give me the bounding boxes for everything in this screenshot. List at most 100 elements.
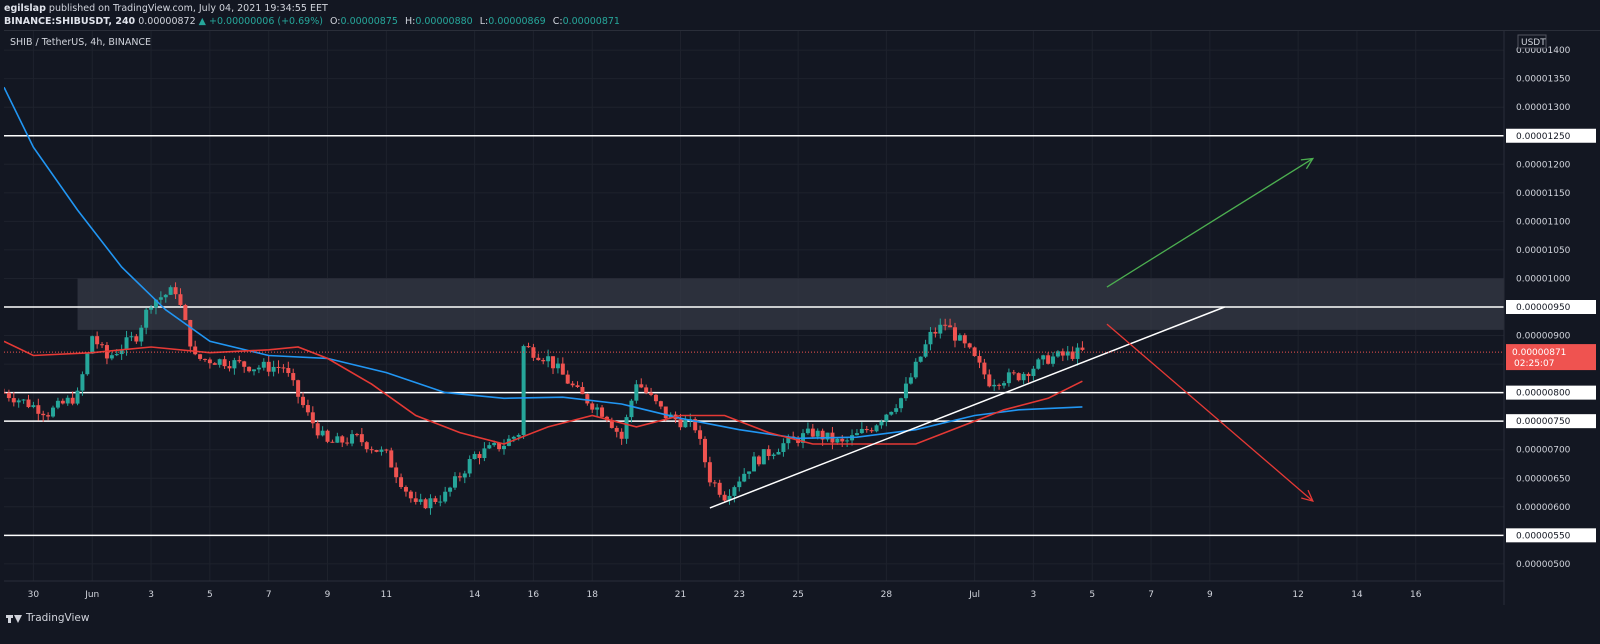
candle-body-62 <box>305 405 310 413</box>
bearish-arrow-head <box>1301 489 1314 503</box>
price-tick-10: 0.00000900 <box>1516 332 1571 342</box>
candle-body-51 <box>252 369 256 372</box>
candle-body-157 <box>771 454 776 456</box>
price-chart[interactable]: 0.00001400 0.00001350 0.00001300 0.00001250… <box>4 31 1600 605</box>
chart-header: egilslap published on TradingView.com, J… <box>0 0 1600 30</box>
candle-body-159 <box>781 443 786 452</box>
time-tick-19: 12 <box>1292 590 1303 600</box>
candle-body-194 <box>952 327 957 341</box>
price-change: ▲ +0.00000006 (+0.69%) <box>198 16 323 27</box>
candle-body-146 <box>717 482 722 495</box>
candle-body-59 <box>291 373 296 381</box>
candle-body-148 <box>727 495 732 501</box>
candle-body-154 <box>756 456 761 465</box>
candle-body-183 <box>899 398 904 409</box>
candle-body-172 <box>845 440 850 442</box>
candle-body-4 <box>21 399 26 401</box>
level-label-bg-2 <box>1506 385 1596 400</box>
candle-body-64 <box>315 423 320 436</box>
candle-body-7 <box>36 405 41 414</box>
candle-body-211 <box>1036 359 1041 369</box>
time-tick-11: 23 <box>734 590 745 600</box>
candle-body-15 <box>75 390 80 404</box>
level-label-4: 0.00000550 <box>1516 531 1571 541</box>
candle-countdown: 02:25:07 <box>1514 359 1554 369</box>
candle-body-193 <box>948 325 953 328</box>
time-tick-14: Jul <box>968 590 980 600</box>
time-tick-6: 11 <box>381 590 392 600</box>
candle-body-141 <box>693 419 698 431</box>
time-tick-21: 16 <box>1410 590 1422 600</box>
price-tick-4: 0.00001200 <box>1516 160 1571 170</box>
currency-badge-bg <box>1517 34 1547 49</box>
candle-body-41 <box>202 358 207 360</box>
candle-body-138 <box>678 419 683 428</box>
candle-body-72 <box>354 434 359 436</box>
candle-body-81 <box>399 477 404 488</box>
candle-body-133 <box>653 394 658 402</box>
candle-body-135 <box>663 406 668 419</box>
candle-body-98 <box>482 448 487 459</box>
current-price: 0.00000872 <box>138 16 196 27</box>
candle-body-164 <box>805 428 810 434</box>
candle-body-12 <box>60 400 65 404</box>
candle-body-188 <box>923 344 928 357</box>
candle-body-93 <box>457 476 462 478</box>
candle-body-116 <box>570 383 575 386</box>
candle-body-23 <box>114 354 119 356</box>
price-tick-6: 0.00001100 <box>1516 217 1571 227</box>
candle-body-112 <box>551 356 556 369</box>
publisher-name[interactable]: egilslap <box>4 3 46 14</box>
price-axis-bg <box>1504 31 1600 605</box>
candle-body-57 <box>281 367 286 369</box>
candle-body-215 <box>1055 351 1060 357</box>
low-label: L: <box>479 16 489 27</box>
candle-body-71 <box>350 434 355 444</box>
candle-body-65 <box>320 430 325 436</box>
candle-body-122 <box>600 407 605 417</box>
candle-body-145 <box>712 482 717 484</box>
candle-body-205 <box>1006 372 1011 384</box>
price-tick-1: 0.00001350 <box>1516 75 1571 85</box>
candle-body-125 <box>614 427 619 432</box>
time-tick-17: 7 <box>1148 590 1154 600</box>
candle-body-178 <box>874 425 879 432</box>
candle-body-214 <box>1051 356 1056 364</box>
candle-body-139 <box>683 420 688 428</box>
candle-body-74 <box>364 442 369 450</box>
candle-body-67 <box>330 441 335 443</box>
price-tick-18: 0.00000500 <box>1516 560 1571 570</box>
candle-body-53 <box>261 361 266 368</box>
candle-body-216 <box>1060 351 1065 356</box>
candle-body-56 <box>276 366 281 368</box>
candle-body-20 <box>100 344 105 346</box>
candle-body-181 <box>889 411 894 415</box>
candle-body-130 <box>639 384 644 388</box>
candle-body-80 <box>394 467 399 478</box>
candle-body-191 <box>938 324 943 334</box>
chart-area[interactable]: 0.00001400 0.00001350 0.00001300 0.00001250… <box>4 30 1600 605</box>
candle-body-158 <box>776 451 781 455</box>
candle-body-63 <box>310 412 315 424</box>
candle-body-209 <box>1026 373 1031 377</box>
candle-body-142 <box>698 430 703 439</box>
candle-body-18 <box>90 336 95 354</box>
candle-body-91 <box>448 487 453 492</box>
candle-body-83 <box>408 491 413 499</box>
candle-body-28 <box>139 327 144 342</box>
candle-body-52 <box>256 367 261 370</box>
candle-body-73 <box>359 434 364 443</box>
candle-body-45 <box>222 359 227 367</box>
candle-body-150 <box>737 481 742 488</box>
candle-body-8 <box>41 413 46 416</box>
candle-body-66 <box>325 430 330 442</box>
level-label-3: 0.00000750 <box>1516 417 1571 427</box>
candle-body-109 <box>536 357 541 361</box>
candle-body-27 <box>134 336 139 342</box>
price-tick-2: 0.00001300 <box>1516 103 1571 113</box>
tradingview-logo[interactable]: TradingView <box>6 612 89 624</box>
price-tick-14: 0.00000700 <box>1516 446 1571 456</box>
candle-body-123 <box>604 416 609 420</box>
candle-body-152 <box>747 471 752 474</box>
candle-body-171 <box>840 438 845 442</box>
